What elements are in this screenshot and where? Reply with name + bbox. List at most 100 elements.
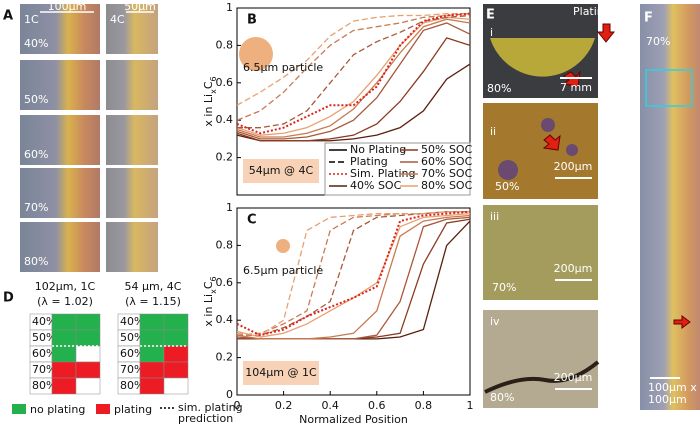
soc: 80% xyxy=(487,82,511,95)
charts: 0.2 0.4 0.6 0.8 1 x in LixC6 B 6.5µm particle 54… xyxy=(202,1,474,425)
x-tick-label: 0.6 xyxy=(368,399,386,412)
photo xyxy=(106,222,158,272)
y-tick-label: 0.8 xyxy=(216,238,234,251)
panel-label: F xyxy=(644,11,653,26)
legend-box xyxy=(324,142,471,196)
panel-label: B xyxy=(247,13,257,28)
y-label-part: C xyxy=(202,81,215,89)
soc: 50% xyxy=(495,180,519,193)
crack xyxy=(484,360,600,394)
legend-label: 50% SOC xyxy=(421,143,473,156)
plating-spot xyxy=(566,144,578,156)
legend-label: no plating xyxy=(30,403,85,416)
y-label-part: x in Li xyxy=(202,94,215,127)
row-label: 80% xyxy=(120,379,144,392)
row-label: 60% xyxy=(32,347,56,360)
photo xyxy=(106,60,158,110)
soc-label: 40% xyxy=(24,37,48,50)
condition: 54µm @ 4C xyxy=(249,164,314,177)
cell xyxy=(75,377,101,395)
legend-swatch xyxy=(96,404,110,414)
series-line xyxy=(236,12,470,106)
series-line xyxy=(236,12,471,121)
y-label-part: 6 xyxy=(209,276,218,281)
soc: 80% xyxy=(490,391,514,404)
photo xyxy=(483,310,598,408)
row-label: 50% xyxy=(120,331,144,344)
rate-label: 4C xyxy=(110,13,125,26)
condition: 104µm @ 1C xyxy=(245,366,317,379)
legend-label: 60% SOC xyxy=(421,155,473,168)
legend-label: 70% SOC xyxy=(421,167,473,180)
cell xyxy=(139,329,165,347)
series-line xyxy=(237,218,471,340)
soc-label: 60% xyxy=(24,148,48,161)
particle xyxy=(276,239,290,253)
particle-label: 6.5µm particle xyxy=(243,264,323,277)
scale: 7 mm xyxy=(560,81,592,94)
scale-label: 50µm xyxy=(124,0,156,13)
series-line xyxy=(237,14,471,129)
soc: 70% xyxy=(646,35,670,48)
panel-d: D 102µm, 1C (λ = 1.02) 40% 50% 60% 70% 80% 54 µm… xyxy=(3,280,243,425)
cell xyxy=(163,361,189,379)
particle-label: 6.5µm particle xyxy=(243,61,323,74)
cell xyxy=(75,345,101,363)
y-tick-label: 0.4 xyxy=(216,313,234,326)
cell xyxy=(51,313,77,331)
photo xyxy=(20,115,100,165)
series-line xyxy=(236,214,471,340)
series-line xyxy=(236,211,470,336)
y-label-part: x in Li xyxy=(202,294,215,327)
cell xyxy=(163,345,189,363)
subpanel-label: iii xyxy=(490,210,499,223)
photo xyxy=(483,103,598,199)
y-tick-label: 1 xyxy=(226,201,233,214)
row-label: 40% xyxy=(120,315,144,328)
note: Plating xyxy=(573,5,611,18)
soc-label: 50% xyxy=(24,93,48,106)
grid-title: 54 µm, 4C xyxy=(125,280,182,293)
arrow xyxy=(673,315,691,329)
x-tick-label: 0.8 xyxy=(415,399,433,412)
series-line xyxy=(236,18,471,138)
panel-label: A xyxy=(3,9,13,24)
y-axis-label: x in LixC6 xyxy=(202,76,218,126)
legend-label: Plating xyxy=(350,155,388,168)
series-line xyxy=(236,16,471,136)
legend-label: 40% SOC xyxy=(350,179,402,192)
subpanel-label: ii xyxy=(490,125,496,138)
legend-label: No Plating xyxy=(350,143,406,156)
scale-label: 100µm xyxy=(48,0,87,13)
photo xyxy=(106,168,158,218)
y-label-part: 6 xyxy=(209,76,218,81)
cell xyxy=(139,361,165,379)
subpanel-label: i xyxy=(490,26,493,39)
series-line xyxy=(236,37,471,142)
cell xyxy=(75,361,101,379)
cell xyxy=(163,313,189,331)
cell xyxy=(51,361,77,379)
photo xyxy=(20,222,100,272)
row-label: 60% xyxy=(120,347,144,360)
cell xyxy=(139,345,165,363)
y-axis-label: x in LixC6 xyxy=(202,276,218,326)
x-tick-label: 0.2 xyxy=(275,399,293,412)
panel-e: E i Plating 80% 7 mm ii 50% 200µm iii 70… xyxy=(483,4,616,408)
scale: 200µm xyxy=(554,160,593,173)
plating-spot xyxy=(498,160,518,180)
electrode-disc xyxy=(490,38,595,77)
plot-frame xyxy=(236,207,471,396)
y-tick-label: 0.6 xyxy=(216,276,234,289)
panel-label: D xyxy=(3,291,14,306)
photo xyxy=(20,168,100,218)
row-label: 50% xyxy=(32,331,56,344)
cell xyxy=(75,329,101,347)
cell xyxy=(163,377,189,395)
scale: 100µm x xyxy=(648,381,697,394)
particle xyxy=(239,37,273,71)
scale: 200µm xyxy=(554,371,593,384)
legend-swatch xyxy=(12,404,26,414)
y-tick-label: 1 xyxy=(226,1,233,14)
